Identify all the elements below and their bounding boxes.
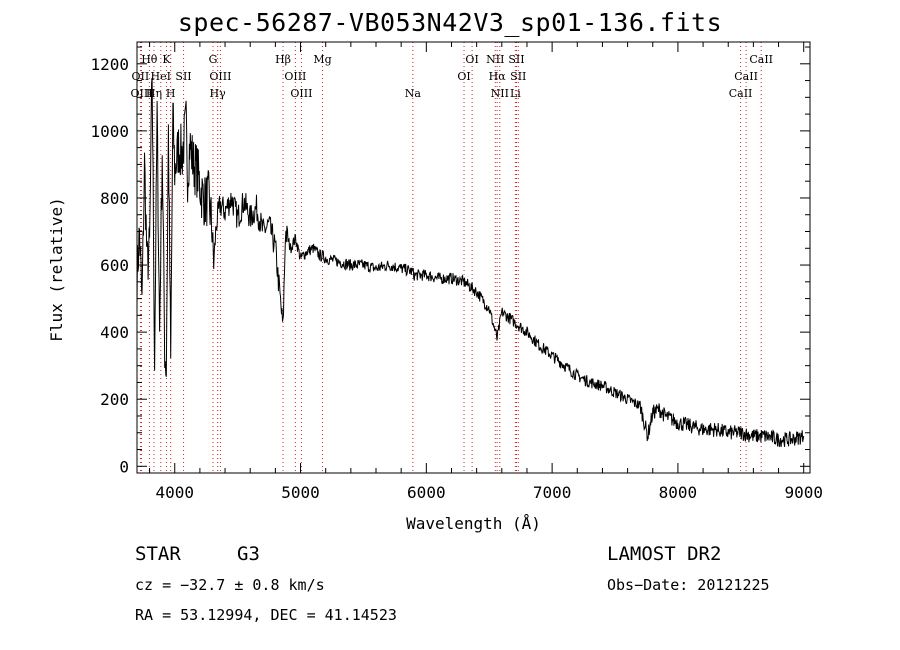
line-label: Hβ: [275, 53, 291, 66]
object-subclass: G3: [237, 543, 260, 565]
x-tick-label: 8000: [659, 483, 698, 502]
y-tick-label: 200: [100, 390, 129, 409]
x-axis-title: Wavelength (Å): [406, 514, 541, 533]
x-tick-label: 9000: [784, 483, 823, 502]
line-label: CaII: [729, 87, 753, 100]
coordinates: RA = 53.12994, DEC = 41.14523: [135, 606, 397, 624]
chart-title: spec-56287-VB053N42V3_sp01-136.fits: [177, 8, 723, 37]
line-label: NII: [491, 87, 509, 100]
line-label: Hγ: [210, 87, 227, 100]
y-tick-label: 800: [100, 189, 129, 208]
line-label: OIII: [290, 87, 312, 100]
y-tick-label: 600: [100, 256, 129, 275]
line-label: OIII: [284, 70, 306, 83]
plot-frame: [136, 41, 811, 474]
line-label: HeI: [151, 70, 171, 83]
x-tick-label: 5000: [281, 483, 320, 502]
object-type: STAR: [135, 543, 181, 565]
line-labels: HθOIIOIIIHηHeIKSIIHGOIIIHγHβOIIIOIIIMgNa…: [130, 53, 773, 100]
survey-name: LAMOST DR2: [607, 543, 722, 565]
line-label: SII: [508, 53, 524, 66]
line-label: SII: [175, 70, 191, 83]
line-label: CaII: [734, 70, 758, 83]
line-label: G: [209, 53, 218, 66]
y-axis-title: Flux (relative): [47, 197, 66, 342]
velocity-readout: cz = −32.7 ± 0.8 km/s: [135, 576, 325, 594]
line-label: Hη: [146, 87, 162, 100]
line-label: OII: [132, 70, 150, 83]
line-label: H: [166, 87, 176, 100]
line-label: Hα: [489, 70, 507, 83]
line-label: Na: [405, 87, 422, 100]
obs-date: Obs−Date: 20121225: [607, 576, 770, 594]
x-tick-label: 7000: [533, 483, 572, 502]
line-label: OIII: [130, 87, 152, 100]
line-label: OI: [457, 70, 470, 83]
line-label: K: [162, 53, 171, 66]
line-label: Hθ: [141, 53, 158, 66]
line-label: NII: [486, 53, 504, 66]
line-label: SII: [510, 70, 526, 83]
line-label: CaII: [749, 53, 773, 66]
y-tick-label: 400: [100, 323, 129, 342]
line-label: Mg: [313, 53, 331, 66]
line-label: Li: [510, 87, 521, 100]
y-tick-label: 1000: [90, 122, 129, 141]
line-label: OIII: [209, 70, 231, 83]
x-tick-label: 6000: [407, 483, 446, 502]
spectrum-layer: [136, 77, 805, 448]
y-tick-label: 0: [119, 457, 129, 476]
axis-layer: 4000 5000 6000 7000 8000 9000 0 200 400 600 800 100…: [90, 42, 823, 502]
line-markers: [139, 42, 762, 473]
spectrum-line: [136, 77, 805, 448]
line-label: OI: [465, 53, 478, 66]
y-tick-label: 1200: [90, 55, 129, 74]
x-tick-label: 4000: [155, 483, 194, 502]
